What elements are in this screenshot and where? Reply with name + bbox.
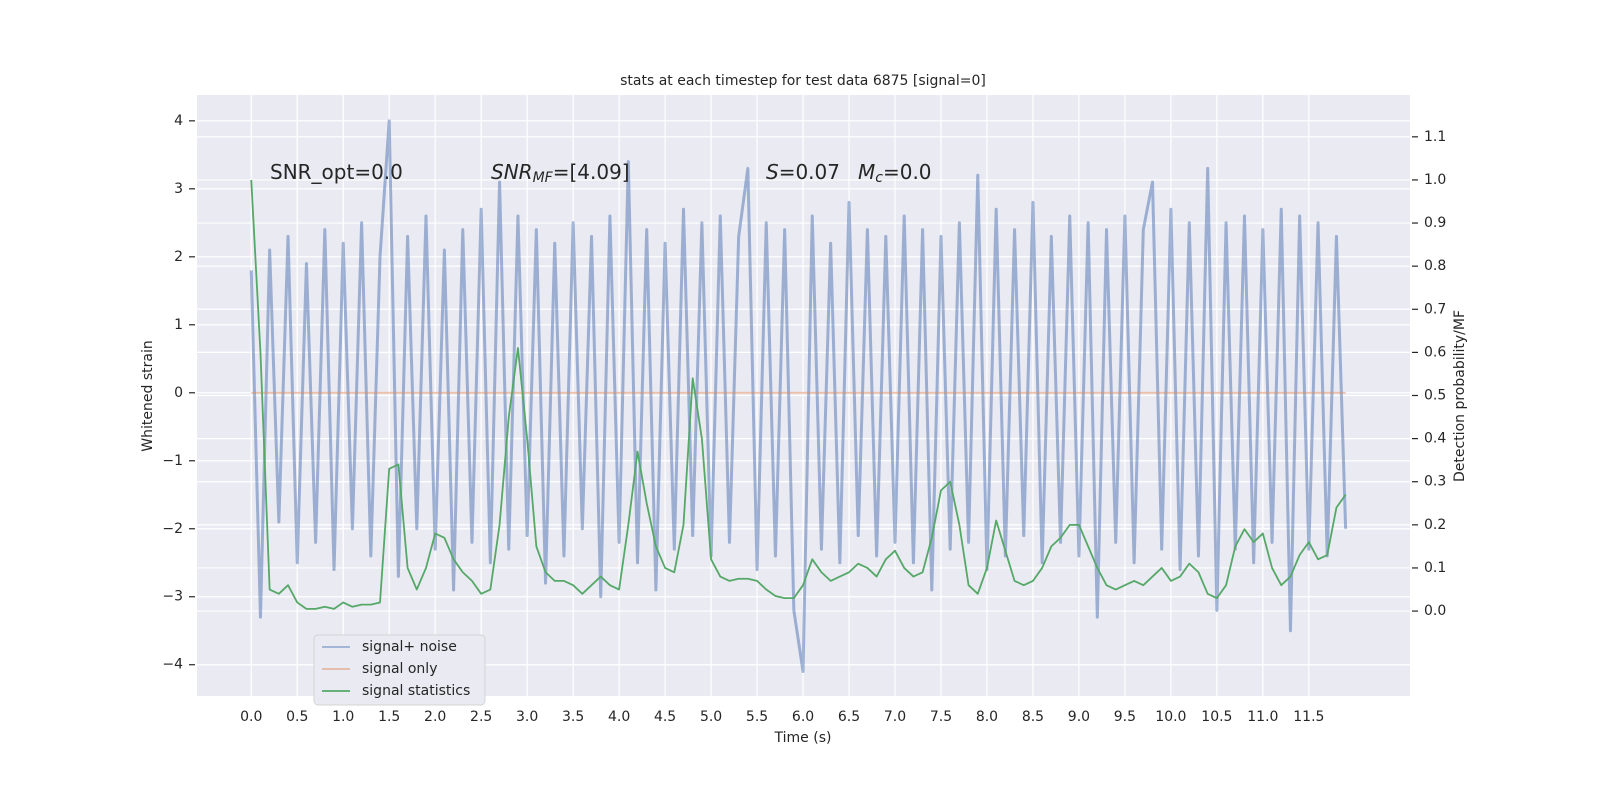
x-tick-label: 5.0 <box>700 709 722 725</box>
y-tick-label: 0 <box>174 385 183 401</box>
y-tick-label: −4 <box>162 657 183 673</box>
x-tick-label: 10.0 <box>1155 709 1186 725</box>
y2-tick-label: 1.0 <box>1424 172 1446 188</box>
annotation-part: =0.0 <box>883 160 932 184</box>
annotation-part: SNR_opt=0.0 <box>270 160 403 184</box>
x-tick-label: 8.5 <box>1022 709 1044 725</box>
chart-title: stats at each timestep for test data 687… <box>620 73 986 89</box>
annotation-part: SNR <box>491 160 533 184</box>
x-tick-label: 5.5 <box>746 709 768 725</box>
x-tick-label: 4.0 <box>608 709 630 725</box>
legend-box <box>313 634 486 706</box>
x-tick-label: 1.5 <box>378 709 400 725</box>
y2-tick-label: 0.9 <box>1424 215 1446 231</box>
x-tick-label: 6.5 <box>838 709 860 725</box>
y2-tick-label: 0.2 <box>1424 517 1446 533</box>
series-line <box>250 179 1347 610</box>
annotation-part: MF <box>533 170 554 186</box>
x-axis-label: Time (s) <box>774 730 832 746</box>
y2-tick-label: 1.1 <box>1424 129 1446 145</box>
x-tick-label: 7.0 <box>884 709 906 725</box>
x-tick-label: 7.5 <box>930 709 952 725</box>
x-tick-label: 1.0 <box>332 709 354 725</box>
x-tick-label: 10.5 <box>1201 709 1232 725</box>
y2-tick-label: 0.3 <box>1424 474 1446 490</box>
y-tick-label: −1 <box>162 453 183 469</box>
x-tick-label: 9.0 <box>1068 709 1090 725</box>
x-tick-label: 3.0 <box>516 709 538 725</box>
annotation: S=0.07 <box>766 160 840 184</box>
y-tick-label: 1 <box>174 317 183 333</box>
x-tick-label: 0.5 <box>286 709 308 725</box>
legend-label: signal only <box>362 661 437 677</box>
legend-label: signal+ noise <box>362 639 457 655</box>
y2-tick-label: 0.1 <box>1424 560 1446 576</box>
y2-tick-label: 0.7 <box>1424 301 1446 317</box>
y-axis-label: Whitened strain <box>140 340 156 451</box>
y-tick-label: 2 <box>174 249 183 265</box>
y2-tick-label: 0.8 <box>1424 258 1446 274</box>
x-tick-label: 2.5 <box>470 709 492 725</box>
legend-label: signal statistics <box>362 683 470 699</box>
y-tick-label: 4 <box>174 113 183 129</box>
x-tick-label: 8.0 <box>976 709 998 725</box>
annotation-part: c <box>875 170 883 186</box>
x-tick-label: 11.5 <box>1293 709 1324 725</box>
annotation: Mc=0.0 <box>858 160 932 187</box>
x-tick-label: 9.5 <box>1114 709 1136 725</box>
y2-tick-label: 0.6 <box>1424 344 1446 360</box>
annotation-part: S <box>766 160 779 184</box>
x-tick-label: 2.0 <box>424 709 446 725</box>
x-tick-label: 6.0 <box>792 709 814 725</box>
y-tick-label: 3 <box>174 181 183 197</box>
annotation-part: =0.07 <box>779 160 840 184</box>
annotation-part: =[4.09] <box>553 160 630 184</box>
x-tick-label: 11.0 <box>1247 709 1278 725</box>
y-tick-label: −2 <box>162 521 183 537</box>
y2-tick-label: 0.0 <box>1424 603 1446 619</box>
legend: signal+ noise signal only signal statistic… <box>313 634 486 706</box>
x-tick-label: 3.5 <box>562 709 584 725</box>
y-tick-label: −3 <box>162 589 183 605</box>
x-tick-label: 0.0 <box>240 709 262 725</box>
series-line <box>249 119 1348 674</box>
y2-axis-label: Detection probability/MF <box>1452 310 1468 482</box>
annotation: SNRMF=[4.09] <box>491 160 630 187</box>
annotation: SNR_opt=0.0 <box>270 160 403 184</box>
x-tick-label: 4.5 <box>654 709 676 725</box>
annotation-part: M <box>858 160 875 184</box>
y2-tick-label: 0.5 <box>1424 388 1446 404</box>
y2-tick-label: 0.4 <box>1424 431 1446 447</box>
